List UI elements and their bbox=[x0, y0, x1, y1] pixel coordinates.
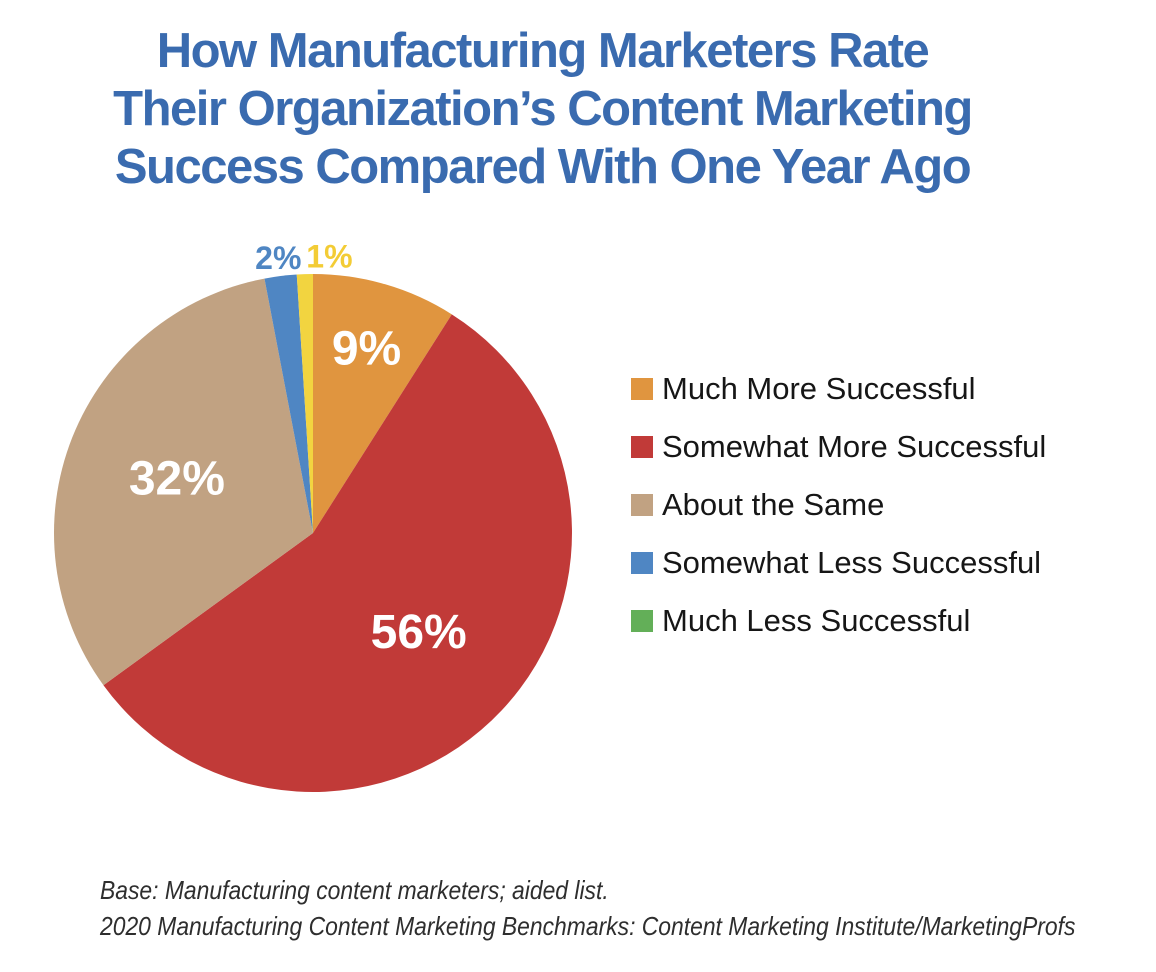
pie-data-label: 32% bbox=[129, 453, 225, 506]
legend-label: Much Less Successful bbox=[662, 603, 971, 638]
pie-chart-svg: 9% 56% 32% 2% 1% bbox=[53, 238, 572, 792]
legend-label: Much More Successful bbox=[662, 371, 976, 406]
pie-slice-about-the-same bbox=[53, 278, 313, 686]
legend-swatch-icon bbox=[631, 610, 653, 632]
legend-item-much-more-successful: Much More Successful bbox=[631, 360, 1046, 418]
legend-item-somewhat-less-successful: Somewhat Less Successful bbox=[631, 534, 1046, 592]
chart-title: How Manufacturing Marketers Rate Their O… bbox=[0, 22, 1085, 196]
chart-title-line-3: Success Compared With One Year Ago bbox=[114, 140, 972, 194]
source-note-line-1: Base: Manufacturing content marketers; a… bbox=[100, 875, 609, 905]
pie-data-label: 56% bbox=[371, 606, 467, 659]
legend-item-about-the-same: About the Same bbox=[631, 476, 1046, 534]
source-note-line-2: 2020 Manufacturing Content Marketing Ben… bbox=[100, 911, 1076, 941]
pie-data-label: 2% bbox=[255, 240, 301, 276]
chart-title-line-1: How Manufacturing Marketers Rate bbox=[156, 24, 930, 78]
chart-title-line-2: Their Organization’s Content Marketing bbox=[113, 82, 973, 136]
pie-chart: 9% 56% 32% 2% 1% bbox=[13, 233, 613, 833]
legend-item-somewhat-more-successful: Somewhat More Successful bbox=[631, 418, 1046, 476]
legend-label: About the Same bbox=[662, 487, 885, 522]
legend: Much More Successful Somewhat More Succe… bbox=[631, 360, 1046, 650]
legend-swatch-icon bbox=[631, 436, 653, 458]
pie-slice-somewhat-more-successful bbox=[103, 314, 572, 792]
legend-item-much-less-successful: Much Less Successful bbox=[631, 592, 1046, 650]
legend-label: Somewhat More Successful bbox=[662, 429, 1047, 464]
pie-data-label: 1% bbox=[306, 238, 352, 274]
pie-data-label: 9% bbox=[332, 323, 401, 376]
pie-slice-somewhat-less-successful bbox=[264, 274, 313, 533]
legend-swatch-icon bbox=[631, 552, 653, 574]
pie-slice-much-less-successful bbox=[296, 274, 313, 533]
legend-label: Somewhat Less Successful bbox=[662, 545, 1042, 580]
source-note: Base: Manufacturing content marketers; a… bbox=[100, 872, 1156, 944]
pie-slice-much-more-successful bbox=[313, 274, 452, 533]
legend-swatch-icon bbox=[631, 494, 653, 516]
legend-swatch-icon bbox=[631, 378, 653, 400]
